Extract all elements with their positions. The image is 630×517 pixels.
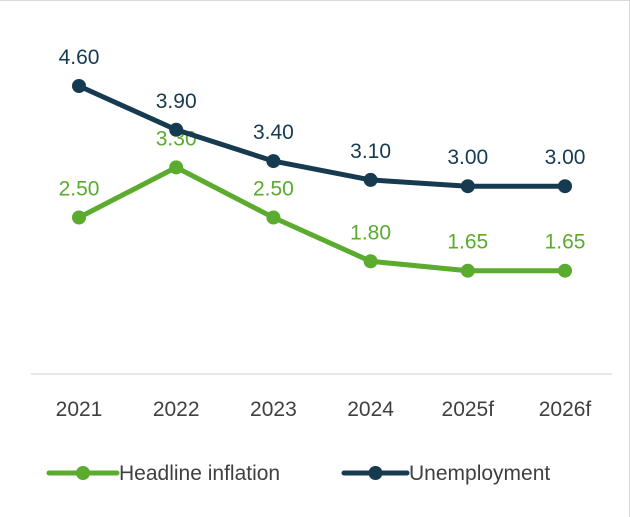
unemployment-point-2025f xyxy=(460,179,475,194)
headline-inflation-point-2025f xyxy=(460,263,475,278)
headline-inflation-data-label-2024: 1.80 xyxy=(350,221,391,244)
unemployment-data-label-2022: 3.90 xyxy=(156,90,197,113)
unemployment-data-label-2026f: 3.00 xyxy=(545,146,586,169)
unemployment-point-2024 xyxy=(363,172,378,187)
headline-inflation-point-2022 xyxy=(169,160,184,175)
series-unemployment: 4.60 3.90 3.40 3.10 3.00 3.00 xyxy=(59,46,586,194)
headline-inflation-data-label-2023: 2.50 xyxy=(253,178,294,201)
x-tick-label-2026f: 2026f xyxy=(539,398,592,421)
legend-label-unemployment: Unemployment xyxy=(409,462,550,485)
unemployment-point-2021 xyxy=(72,79,86,93)
headline-inflation-point-2023 xyxy=(266,210,281,225)
frame-top-edge xyxy=(0,0,630,1)
legend-item-headline-inflation: Headline inflation xyxy=(46,462,280,485)
headline-inflation-point-2024 xyxy=(363,254,378,269)
unemployment-data-label-2023: 3.40 xyxy=(253,121,294,144)
x-tick-label-2023: 2023 xyxy=(250,398,297,421)
legend-label-headline-inflation: Headline inflation xyxy=(119,462,280,485)
unemployment-data-label-2025f: 3.00 xyxy=(447,146,488,169)
unemployment-data-label-2021: 4.60 xyxy=(59,46,100,69)
x-tick-label-2024: 2024 xyxy=(347,398,394,421)
legend: Headline inflation Unemployment xyxy=(46,462,550,485)
unemployment-point-2023 xyxy=(266,154,281,169)
series-headline-inflation: 2.503.302.501.80 1.65 1.65 xyxy=(59,127,586,278)
x-tick-label-2021: 2021 xyxy=(56,398,103,421)
headline-inflation-data-label-2026f: 1.65 xyxy=(545,231,586,254)
headline-inflation-line xyxy=(76,164,568,274)
legend-marker-unemployment xyxy=(368,466,383,480)
unemployment-line xyxy=(76,83,568,189)
headline-inflation-data-label-2025f: 1.65 xyxy=(447,231,488,254)
unemployment-point-2022 xyxy=(169,122,184,137)
legend-item-unemployment: Unemployment xyxy=(341,462,550,485)
plot-area: 2.503.302.501.80 1.65 1.654.603.903.403.10… xyxy=(59,46,586,278)
legend-marker-headline-inflation xyxy=(76,466,90,480)
headline-inflation-point-2026f xyxy=(558,263,572,278)
x-tick-label-2022: 2022 xyxy=(153,398,200,421)
headline-inflation-point-2021 xyxy=(72,210,86,225)
unemployment-point-2026f xyxy=(558,179,572,194)
headline-inflation-data-label-2021: 2.50 xyxy=(59,178,100,201)
x-axis: 2021 2022 2023 2024 2025f 2026f xyxy=(31,373,612,421)
unemployment-data-label-2024: 3.10 xyxy=(350,140,391,163)
x-tick-label-2025f: 2025f xyxy=(442,398,495,421)
